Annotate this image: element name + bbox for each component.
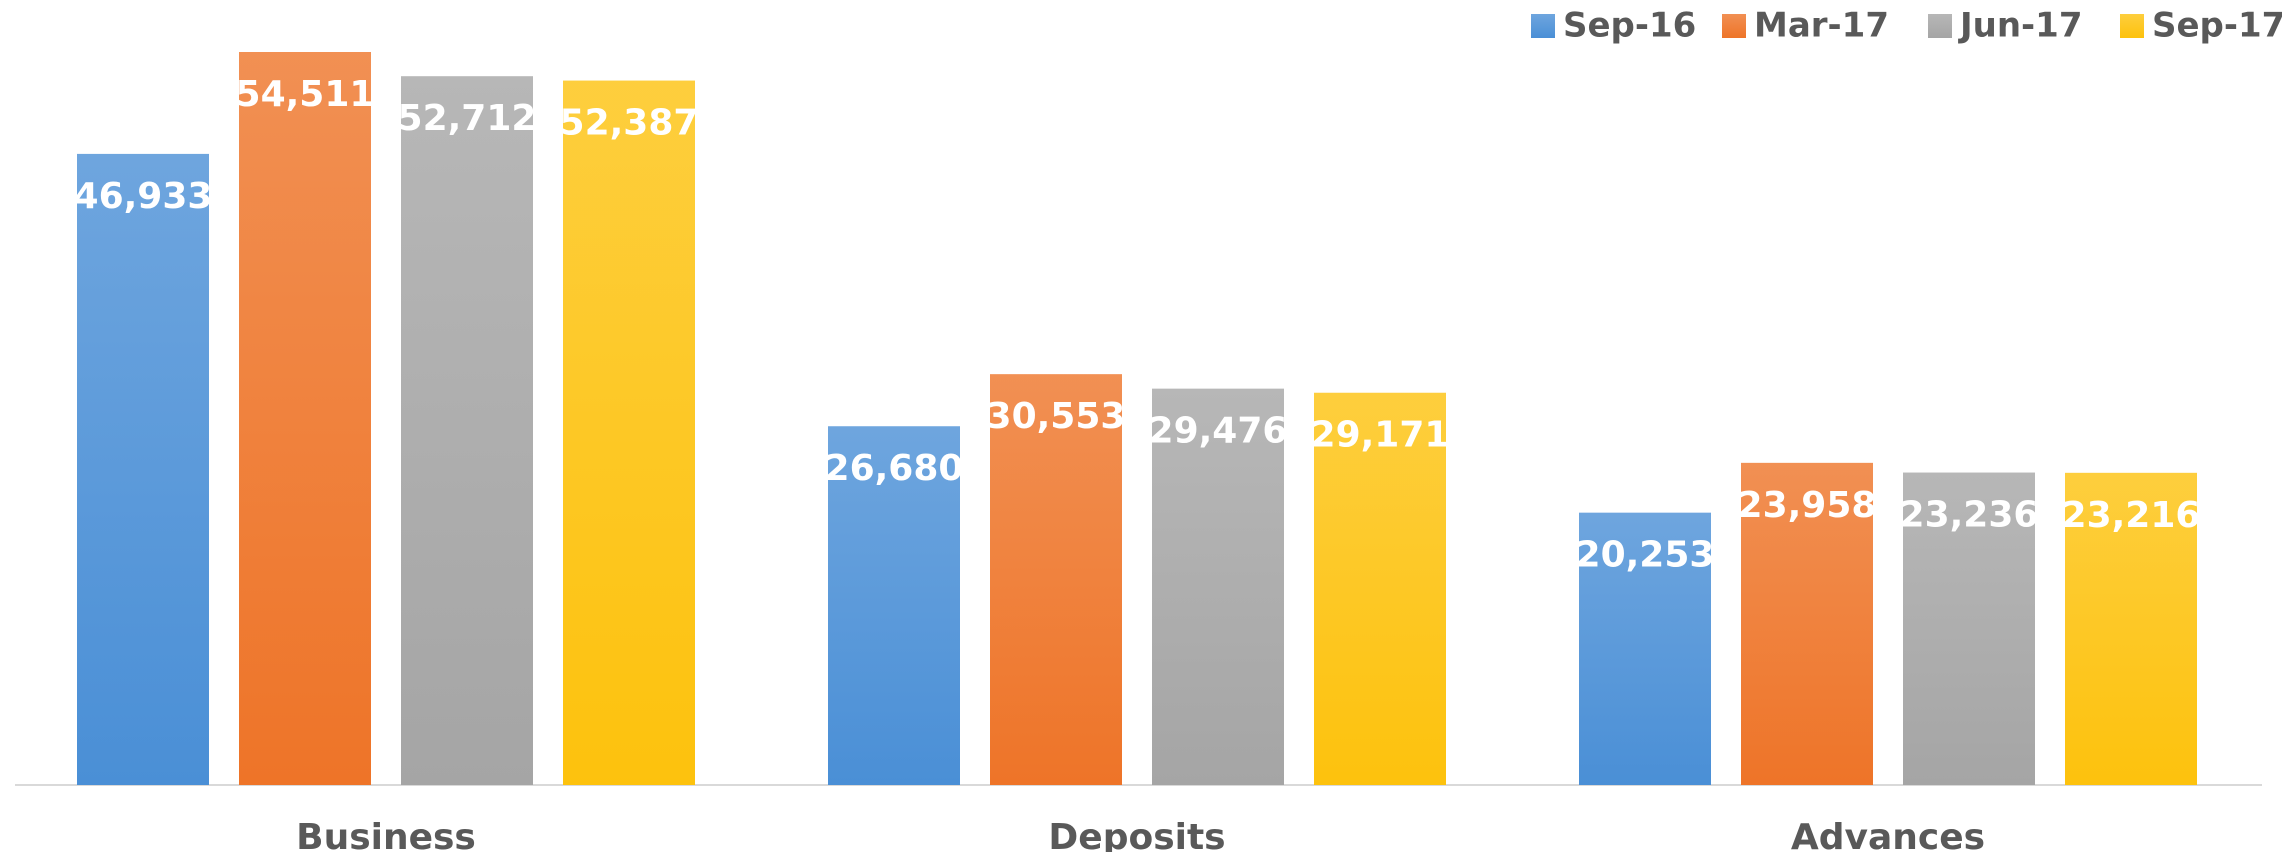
category-label: Business <box>296 817 476 852</box>
bar <box>563 80 695 786</box>
value-label: 52,387 <box>560 103 699 144</box>
bar <box>1579 512 1711 785</box>
legend-swatch <box>1531 14 1555 38</box>
value-label: 54,511 <box>236 74 375 115</box>
value-label: 30,553 <box>987 396 1126 437</box>
legend-swatch <box>1928 14 1952 38</box>
value-label: 29,476 <box>1149 411 1288 452</box>
value-label: 46,933 <box>74 176 213 217</box>
category-label: Advances <box>1791 817 1985 852</box>
value-label: 29,171 <box>1311 415 1450 456</box>
legend-swatch <box>2120 14 2144 38</box>
bar <box>401 76 533 785</box>
legend-swatch <box>1722 14 1746 38</box>
legend-label: Jun-17 <box>1958 6 2083 46</box>
value-label: 52,712 <box>398 98 537 139</box>
value-label: 23,216 <box>2062 495 2201 536</box>
bar <box>1314 392 1446 785</box>
bar <box>2065 472 2197 785</box>
bar <box>990 374 1122 785</box>
bar <box>828 426 960 785</box>
bar <box>1741 462 1873 785</box>
legend-label: Mar-17 <box>1754 6 1889 46</box>
legend-label: Sep-16 <box>1563 6 1696 46</box>
bar <box>77 153 209 786</box>
value-label: 23,236 <box>1900 495 2039 536</box>
bar <box>1152 388 1284 785</box>
value-label: 20,253 <box>1576 535 1715 576</box>
bar <box>1903 472 2035 785</box>
value-label: 23,958 <box>1738 485 1877 526</box>
legend-label: Sep-17 <box>2152 6 2282 46</box>
category-label: Deposits <box>1048 817 1225 852</box>
bar <box>239 52 371 785</box>
value-label: 26,680 <box>825 448 964 489</box>
